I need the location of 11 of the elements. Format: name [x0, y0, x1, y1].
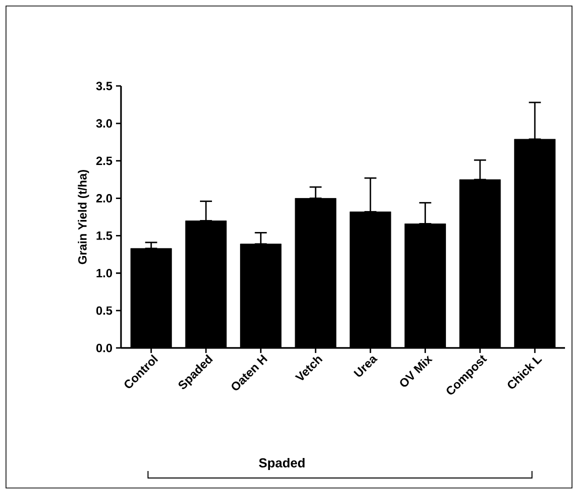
y-axis-title: Grain Yield (t/ha): [78, 170, 90, 264]
y-tick-label: 1.0: [96, 268, 112, 278]
y-tick-label: 0.5: [96, 306, 112, 315]
y-tick-label: 0.0: [96, 344, 112, 352]
y-tick-label: 2.0: [96, 194, 112, 202]
text: Spaded: [258, 458, 305, 470]
y-tick-label: 3.5: [96, 82, 112, 90]
y-tick-label: 1.5: [96, 232, 112, 240]
y-tick-label: 2.5: [96, 156, 112, 166]
y-tick-label: 3.0: [96, 119, 112, 128]
x-tick-label: OV Mix: [400, 356, 433, 387]
